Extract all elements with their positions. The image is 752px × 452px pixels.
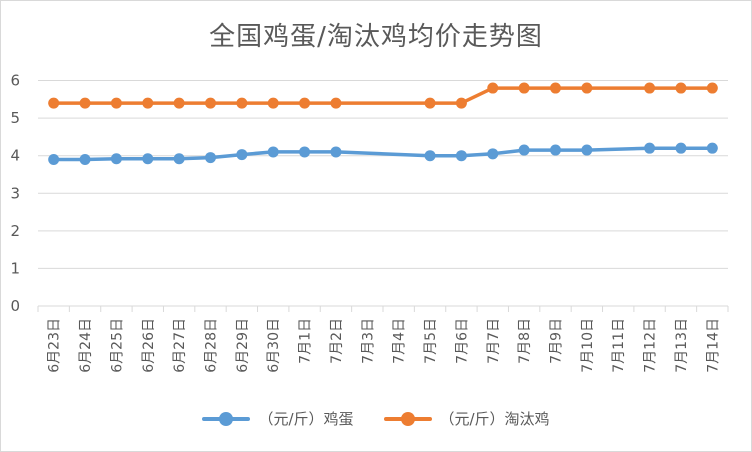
data-point-egg [487, 148, 499, 160]
x-tick-label: 7月6日 [454, 318, 470, 364]
y-tick-label: 3 [10, 184, 20, 202]
data-point-hen [205, 97, 216, 109]
data-point-hen [550, 82, 561, 94]
data-point-hen [48, 97, 60, 109]
data-point-egg [110, 153, 122, 165]
data-point-hen [173, 97, 185, 109]
x-tick-label: 7月5日 [423, 318, 439, 364]
data-point-egg [299, 146, 311, 158]
x-tick-label: 7月14日 [705, 318, 721, 373]
data-point-hen [142, 97, 154, 109]
x-tick-label: 6月25日 [109, 318, 125, 373]
data-point-hen [581, 82, 593, 94]
x-tick-label: 7月12日 [643, 318, 659, 373]
legend-swatch-egg [202, 411, 251, 426]
data-point-egg [236, 149, 248, 161]
data-point-egg [173, 153, 185, 165]
x-tick-label: 6月29日 [235, 318, 251, 373]
x-tick-label: 6月27日 [172, 318, 188, 373]
data-point-egg [142, 153, 154, 165]
chart-title: 全国鸡蛋/淘汰鸡均价走势图 [209, 22, 543, 52]
data-point-hen [644, 82, 656, 94]
legend: （元/斤）鸡蛋 （元/斤）淘汰鸡 [0, 408, 752, 429]
y-tick-label: 6 [10, 72, 20, 90]
x-tick-label: 7月11日 [611, 318, 627, 373]
data-point-hen [79, 97, 91, 109]
y-tick-label: 5 [10, 109, 20, 127]
x-tick-label: 7月4日 [392, 318, 408, 364]
legend-swatch-hen [383, 411, 432, 426]
data-point-egg [675, 142, 687, 154]
data-point-egg [79, 153, 91, 165]
x-tick-label: 6月24日 [78, 318, 94, 373]
data-point-egg [455, 150, 467, 162]
data-point-egg [330, 146, 342, 158]
data-point-egg [550, 144, 561, 156]
x-tick-label: 6月23日 [47, 318, 63, 373]
data-point-hen [487, 82, 499, 94]
legend-label-hen: （元/斤）淘汰鸡 [439, 410, 550, 428]
data-point-hen [236, 97, 248, 109]
data-point-hen [518, 82, 530, 94]
legend-label-egg: （元/斤）鸡蛋 [258, 410, 354, 428]
data-point-egg [424, 150, 436, 162]
data-point-hen [299, 97, 311, 109]
data-point-egg [644, 142, 656, 154]
y-tick-label: 1 [10, 259, 20, 277]
x-tick-label: 7月8日 [517, 318, 533, 364]
y-tick-label: 0 [10, 297, 20, 315]
x-tick-label: 6月30日 [266, 318, 282, 373]
x-tick-label: 7月13日 [674, 318, 690, 373]
data-point-egg [267, 146, 279, 158]
x-tick-label: 6月26日 [141, 318, 157, 373]
data-point-egg [205, 152, 216, 164]
x-tick-label: 7月9日 [549, 318, 565, 364]
x-tick-label: 7月3日 [360, 318, 376, 364]
y-tick-label: 2 [10, 222, 20, 240]
x-tick-label: 7月7日 [486, 318, 502, 364]
data-point-hen [267, 97, 279, 109]
data-point-hen [706, 82, 718, 94]
data-point-egg [48, 153, 60, 165]
y-tick-label: 4 [10, 147, 20, 165]
data-point-egg [581, 144, 593, 156]
legend-item-hen: （元/斤）淘汰鸡 [383, 408, 550, 429]
data-point-hen [110, 97, 122, 109]
data-point-egg [706, 142, 718, 154]
data-point-hen [675, 82, 687, 94]
x-tick-label: 6月28日 [204, 318, 220, 373]
x-tick-label: 7月1日 [298, 318, 314, 364]
data-point-egg [518, 144, 530, 156]
data-point-hen [424, 97, 436, 109]
data-point-hen [455, 97, 467, 109]
x-tick-label: 7月2日 [329, 318, 345, 364]
legend-item-egg: （元/斤）鸡蛋 [202, 408, 354, 429]
x-tick-label: 7月10日 [580, 318, 596, 373]
data-point-hen [330, 97, 342, 109]
